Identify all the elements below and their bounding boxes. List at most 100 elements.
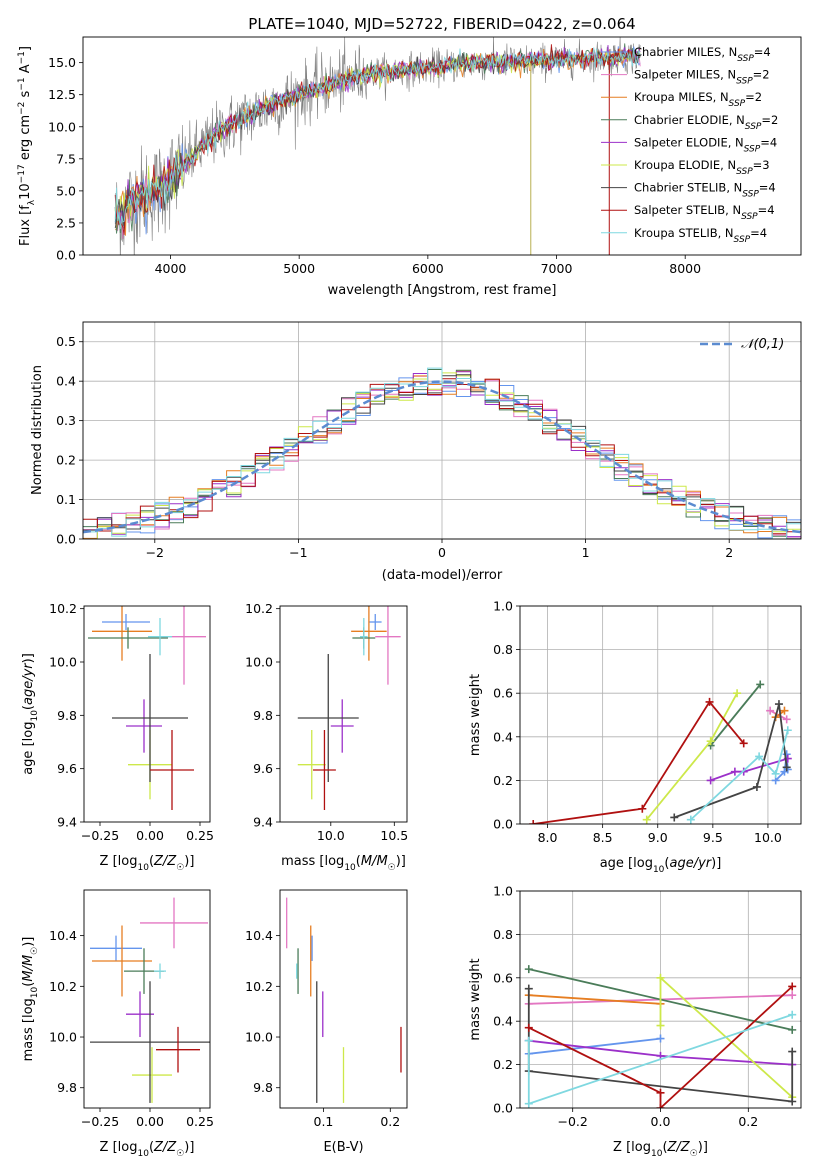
x-tick-label: 10.0 [317, 828, 345, 843]
errorbar-point [368, 614, 382, 630]
y-tick-label: 0.4 [493, 729, 513, 744]
y-tick-label: 10.0 [245, 655, 273, 670]
histogram-step [83, 367, 801, 539]
legend-entry: Kroupa ELODIE, NSSP=3 [634, 158, 770, 177]
x-axis-label: age [log10(age/yr)] [600, 856, 722, 875]
y-tick-label: 0.4 [56, 374, 76, 389]
weight-marker [656, 1088, 665, 1097]
y-axis-label: mass [log10(M/M☉)] [21, 937, 40, 1062]
legend: 𝒩(0,1) [700, 337, 784, 352]
weight-marker [705, 697, 714, 706]
weight-marker [706, 737, 715, 746]
errorbar-point [112, 654, 188, 782]
axes-frame [82, 36, 802, 256]
axes-age_vs_mass: 10.0 10.5 9.4 9.6 9.8 10.0 10.2 mass [log10(M/M… [245, 601, 408, 873]
weight-series-line [646, 692, 738, 821]
plot-area [297, 606, 401, 810]
y-tick-label: 9.6 [57, 761, 77, 776]
y-tick-label: 2.5 [56, 215, 76, 230]
errorbar-point [375, 606, 401, 685]
errorbar-point [126, 699, 162, 753]
plot-area [529, 680, 792, 824]
axes-mass_vs_Z: −0.25 0.00 0.25 9.8 10.0 10.2 10.4 Z [log10(Z/Z… [21, 889, 214, 1159]
y-tick-label: 9.8 [253, 1080, 273, 1095]
weight-series-line [528, 1037, 661, 1055]
axes-residual_histogram: −2 −1 0 1 2 0.0 0.1 0.2 0.3 0.4 0.5 𝒩(0,1) (data-mod… [30, 321, 802, 583]
axes-frame [519, 890, 802, 1109]
weight-marker [755, 752, 764, 761]
weight-marker [788, 982, 797, 991]
weight-series-line [533, 700, 745, 824]
y-axis-label: age [log10(age/yr)] [21, 653, 40, 775]
weight-marker [524, 984, 533, 993]
y-tick-label: 12.5 [48, 87, 76, 102]
x-tick-label: 0 [438, 545, 446, 560]
errorbar-point [132, 1047, 172, 1103]
y-tick-label: 15.0 [48, 55, 76, 70]
weight-marker [752, 782, 761, 791]
weight-marker [780, 706, 789, 715]
y-tick-label: 0.2 [493, 773, 513, 788]
errorbar-point [330, 699, 354, 753]
axes-weight_vs_Z: −0.2 0.0 0.2 0.0 0.2 0.4 0.6 0.8 1.0 Z [log10(Z/Z… [468, 884, 802, 1159]
y-tick-label: 10.0 [49, 1030, 77, 1045]
y-tick-label: 0.4 [493, 1014, 513, 1029]
legend-entry: Salpeter ELODIE, NSSP=4 [634, 135, 777, 154]
y-tick-label: 0.8 [493, 927, 513, 942]
errorbar-point [140, 897, 208, 949]
y-tick-label: 9.8 [253, 708, 273, 723]
weight-marker [788, 1097, 797, 1106]
weight-series-line [528, 985, 793, 1108]
x-tick-label: 8.5 [593, 830, 613, 845]
errorbar-point [297, 654, 359, 782]
errorbar-point [297, 730, 326, 800]
y-tick-label: 10.0 [49, 655, 77, 670]
weight-marker [782, 715, 791, 724]
legend-entry: Salpeter MILES, NSSP=2 [634, 68, 770, 87]
weight-marker [706, 776, 715, 785]
weight-marker [766, 706, 775, 715]
weight-series-line [710, 757, 789, 782]
weight-series-line [528, 994, 661, 1005]
weight-marker [730, 767, 739, 776]
weight-marker [774, 700, 783, 709]
y-tick-label: 9.8 [57, 1080, 77, 1095]
axes-frame [83, 889, 211, 1109]
weight-marker [739, 739, 748, 748]
y-tick-label: 0.1 [56, 492, 76, 507]
x-axis-label: Z [log10(Z/Z☉)] [100, 854, 195, 873]
x-tick-label: 2 [725, 545, 733, 560]
legend-entry: Kroupa STELIB, NSSP=4 [634, 226, 767, 245]
weight-marker [783, 726, 792, 735]
x-tick-label: −0.25 [81, 1114, 119, 1129]
x-axis-label: mass [log10(M/M☉)] [281, 854, 406, 873]
x-tick-label: −1 [289, 545, 307, 560]
weight-marker [733, 689, 742, 698]
weight-marker [788, 1047, 797, 1056]
weight-marker [670, 813, 679, 822]
axes-frame [82, 321, 802, 540]
axes-age_vs_Z: −0.25 0.00 0.25 9.4 9.6 9.8 10.0 10.2 Z [log10(Z… [21, 601, 214, 873]
y-tick-label: 10.4 [245, 928, 273, 943]
y-axis-label: Flux [fλ10−17 erg cm−2 s−1 A−1] [17, 46, 37, 246]
y-tick-label: 0.0 [493, 1101, 513, 1116]
y-tick-label: 0.6 [493, 970, 513, 985]
axes-frame [519, 605, 802, 825]
x-tick-label: 0.00 [136, 1114, 164, 1129]
y-tick-label: 5.0 [56, 183, 76, 198]
errorbar-point [102, 614, 150, 630]
x-tick-label: 0.1 [314, 1114, 334, 1129]
x-tick-label: 9.0 [648, 830, 668, 845]
x-tick-label: 1 [582, 545, 590, 560]
errorbar-point [88, 627, 168, 649]
errorbar-point [351, 606, 387, 661]
y-tick-label: 1.0 [493, 599, 513, 614]
x-axis-label: Z [log10(Z/Z☉)] [613, 1140, 708, 1159]
model-spectrum-line [114, 44, 641, 235]
axes-weight_vs_age: 8.0 8.5 9.0 9.5 10.0 0.0 0.2 0.4 0.6 0.8 1.0 age [l… [468, 599, 802, 875]
axes-frame [83, 605, 211, 823]
x-axis-label: (data-model)/error [382, 568, 503, 583]
weight-series-line [673, 703, 788, 819]
x-tick-label: 8.0 [538, 830, 558, 845]
